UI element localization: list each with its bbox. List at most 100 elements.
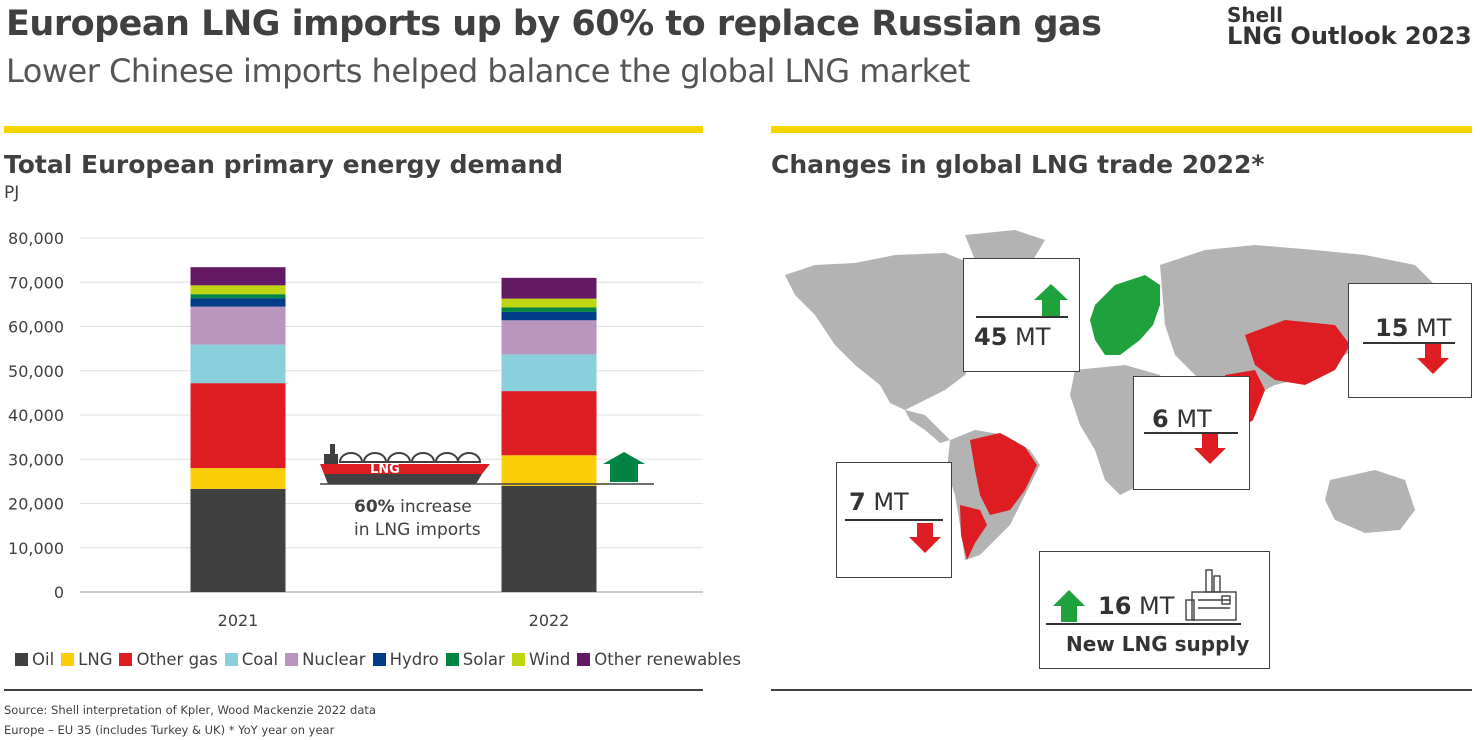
legend-label: Nuclear bbox=[302, 650, 366, 669]
legend-item: Coal bbox=[224, 650, 279, 669]
bar-segment-hydro-2021 bbox=[190, 298, 286, 307]
legend-label: Wind bbox=[528, 650, 571, 669]
increase-arrow-icon bbox=[603, 452, 645, 482]
left-bottom-rule bbox=[4, 689, 703, 691]
brand-publication: LNG Outlook 2023 bbox=[1227, 22, 1472, 50]
legend-swatch bbox=[15, 653, 28, 666]
ship-tank-1 bbox=[338, 452, 364, 463]
footnote: Europe – EU 35 (includes Turkey & UK) * … bbox=[4, 723, 335, 737]
y-axis-ticks: 0 10,000 20,000 30,000 40,000 50,000 60,000 70,… bbox=[8, 229, 64, 602]
legend-item: Nuclear bbox=[285, 650, 366, 669]
legend-swatch bbox=[285, 653, 299, 666]
y-tick-label: 30,000 bbox=[8, 450, 64, 469]
bar-segment-other-gas-2022 bbox=[501, 391, 597, 456]
up-arrow-icon bbox=[1034, 284, 1068, 316]
south-america-value: 7 MT bbox=[849, 488, 909, 516]
up-arrow-icon bbox=[1053, 590, 1085, 622]
brand-name: Shell bbox=[1227, 3, 1283, 27]
legend-swatch bbox=[372, 653, 386, 666]
ship-tank-2 bbox=[362, 452, 388, 463]
bar-segment-oil-2022 bbox=[501, 485, 597, 592]
ship-tank-5 bbox=[434, 452, 460, 463]
callout-rule bbox=[976, 316, 1068, 318]
y-tick-label: 10,000 bbox=[8, 539, 64, 558]
chart-unit: PJ bbox=[4, 183, 20, 203]
legend-item: Other gas bbox=[119, 650, 218, 669]
bar-segment-wind-2022 bbox=[501, 298, 597, 308]
legend-item: Other renewables bbox=[577, 650, 741, 669]
new-supply-caption: New LNG supply bbox=[1066, 632, 1250, 656]
ship-tank-4 bbox=[410, 452, 436, 463]
bar-segment-lng-2022 bbox=[501, 455, 597, 486]
right-bottom-rule bbox=[771, 689, 1472, 691]
gridlines bbox=[80, 237, 703, 593]
ship-hull-bottom bbox=[324, 474, 482, 484]
x-tick-label: 2022 bbox=[529, 611, 570, 630]
legend-swatch bbox=[119, 653, 133, 666]
callout-rule bbox=[845, 519, 943, 521]
y-tick-label: 70,000 bbox=[8, 273, 64, 292]
callout-rule bbox=[1144, 432, 1238, 434]
y-tick-label: 50,000 bbox=[8, 362, 64, 381]
europe-value: 45 MT bbox=[974, 323, 1051, 351]
legend-label: Solar bbox=[462, 650, 505, 669]
china-shape bbox=[1245, 320, 1350, 385]
right-accent-bar bbox=[771, 126, 1472, 133]
argentina-shape bbox=[960, 505, 987, 560]
legend-label: Oil bbox=[32, 650, 55, 669]
legend-label: LNG bbox=[78, 650, 113, 669]
chart-title: Total European primary energy demand bbox=[4, 150, 564, 179]
legend-swatch bbox=[445, 653, 459, 666]
australia-shape bbox=[1325, 470, 1415, 533]
bar-segment-coal-2022 bbox=[501, 354, 597, 392]
y-tick-label: 20,000 bbox=[8, 495, 64, 514]
bar-segment-solar-2021 bbox=[190, 294, 286, 299]
brazil-shape bbox=[970, 433, 1037, 515]
legend-swatch bbox=[577, 653, 591, 666]
ship-mast bbox=[330, 444, 335, 454]
china-value: 15 MT bbox=[1375, 314, 1452, 342]
y-tick-label: 80,000 bbox=[8, 229, 64, 248]
y-tick-label: 40,000 bbox=[8, 406, 64, 425]
north-america-shape bbox=[785, 253, 1015, 410]
source-note: Source: Shell interpretation of Kpler, W… bbox=[4, 703, 376, 717]
bar-segment-nuclear-2022 bbox=[501, 320, 597, 355]
ship-tank-3 bbox=[386, 452, 412, 463]
legend-item: LNG bbox=[61, 650, 112, 669]
china-callout: 15 MT bbox=[1348, 283, 1472, 398]
bars bbox=[190, 267, 597, 592]
bar-segment-nuclear-2021 bbox=[190, 306, 286, 345]
central-america-shape bbox=[905, 410, 950, 443]
left-accent-bar bbox=[4, 126, 703, 133]
page-subtitle: Lower Chinese imports helped balance the… bbox=[6, 52, 970, 90]
ship-label: LNG bbox=[370, 462, 400, 477]
bar-segment-hydro-2022 bbox=[501, 311, 597, 321]
stacked-bar-chart: 0 10,000 20,000 30,000 40,000 50,000 60,000 70,… bbox=[8, 229, 703, 630]
bar-segment-other-gas-2021 bbox=[190, 383, 286, 469]
bar-segment-wind-2021 bbox=[190, 285, 286, 295]
new-supply-callout: 16 MT New LNG supply bbox=[1039, 551, 1270, 669]
legend-label: Other gas bbox=[136, 650, 218, 669]
south-america-callout: 7 MT bbox=[836, 462, 952, 578]
ship-tank-6 bbox=[456, 452, 482, 463]
legend-item: Hydro bbox=[372, 650, 439, 669]
legend-item: Solar bbox=[445, 650, 505, 669]
lng-annotation-line2: in LNG imports bbox=[354, 520, 481, 540]
callout-rule bbox=[1046, 623, 1241, 625]
bar-segment-oil-2021 bbox=[190, 488, 286, 592]
ship-hull-top bbox=[320, 464, 490, 474]
bar-segment-coal-2021 bbox=[190, 344, 286, 384]
chart-legend: Oil LNG Other gas Coal Nuclear Hydro Solar Wind… bbox=[15, 650, 748, 669]
down-arrow-icon bbox=[1417, 344, 1449, 374]
y-tick-label: 0 bbox=[54, 583, 64, 602]
lng-ship-illustration bbox=[320, 444, 654, 485]
legend-item: Wind bbox=[511, 650, 571, 669]
bar-segment-solar-2022 bbox=[501, 307, 597, 312]
legend-label: Coal bbox=[241, 650, 279, 669]
legend-swatch bbox=[61, 653, 75, 666]
page-title: European LNG imports up by 60% to replac… bbox=[6, 4, 1102, 44]
legend-label: Hydro bbox=[389, 650, 439, 669]
bar-segment-other-renewables-2021 bbox=[190, 267, 286, 286]
india-callout: 6 MT bbox=[1133, 376, 1250, 490]
europe-callout: 45 MT bbox=[963, 258, 1080, 372]
